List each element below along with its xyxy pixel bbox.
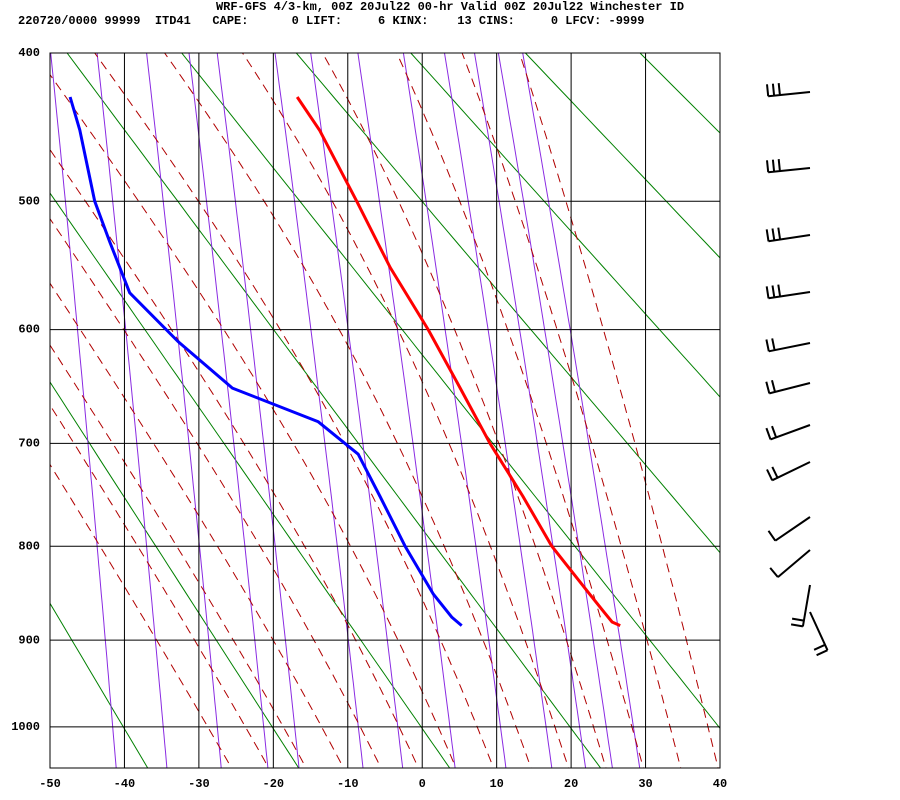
wind-barb <box>765 338 811 353</box>
x-tick-label: 20 <box>564 777 578 791</box>
x-tick-label: 30 <box>638 777 652 791</box>
mixing-ratio-line <box>402 53 507 768</box>
moist-adiabat <box>50 404 270 768</box>
profile-line <box>68 96 463 627</box>
wind-barb <box>765 380 811 395</box>
dry-adiabat <box>410 53 720 398</box>
y-tick-label: 900 <box>18 633 40 647</box>
x-tick-label: 0 <box>419 777 426 791</box>
wind-barb <box>790 584 811 628</box>
dry-adiabat <box>755 53 900 768</box>
moist-adiabat <box>461 53 682 768</box>
moist-adiabat <box>164 53 532 768</box>
dry-adiabat <box>639 53 720 134</box>
x-tick-label: 40 <box>713 777 727 791</box>
x-tick-label: -30 <box>188 777 210 791</box>
mixing-ratio-line <box>357 53 456 768</box>
y-tick-label: 800 <box>18 539 40 553</box>
wind-barb <box>766 461 811 482</box>
mixing-ratio-line <box>522 53 641 768</box>
y-tick-label: 600 <box>18 323 40 337</box>
dry-adiabat <box>181 53 720 730</box>
mixing-ratio-line <box>444 53 553 768</box>
dry-adiabat <box>295 53 720 554</box>
wind-barbs <box>765 82 829 657</box>
x-tick-label: -20 <box>263 777 285 791</box>
moist-adiabat <box>94 53 495 768</box>
wind-barb <box>766 82 811 98</box>
moist-adiabat <box>50 73 457 768</box>
moist-adiabat <box>50 148 420 768</box>
mixing-ratio-line <box>474 53 587 768</box>
mixing-ratio-line <box>146 53 222 768</box>
plot-frame <box>49 52 721 769</box>
mixing-ratio-line <box>274 53 364 768</box>
moist-adiabat <box>50 344 307 768</box>
wind-barb <box>765 424 811 441</box>
dry-adiabat <box>525 53 720 259</box>
mixing-ratio-line <box>216 53 300 768</box>
mixing-ratio-line <box>188 53 269 768</box>
x-tick-label: 10 <box>489 777 503 791</box>
y-tick-label: 500 <box>18 194 40 208</box>
wind-barb <box>769 549 811 578</box>
wind-barb <box>765 227 811 243</box>
y-tick-label: 400 <box>18 46 40 60</box>
moist-adiabat <box>50 463 233 768</box>
y-tick-label: 1000 <box>11 720 40 734</box>
dry-adiabat <box>50 602 149 768</box>
moist-adiabat <box>396 53 644 768</box>
mixing-ratio-line <box>96 53 168 768</box>
moist-adiabat <box>50 217 382 768</box>
mixing-ratio-line <box>50 53 117 768</box>
mixing-ratio-line <box>497 53 613 768</box>
moist-adiabat <box>242 53 570 768</box>
dry-adiabat <box>66 53 602 768</box>
chart-subtitle: 220720/0000 99999 ITD41 CAPE: 0 LIFT: 6 … <box>18 14 645 28</box>
wind-barb <box>809 611 829 657</box>
x-tick-label: -40 <box>114 777 136 791</box>
profile-line <box>295 96 621 627</box>
background-lines <box>50 53 900 768</box>
moist-adiabat <box>50 282 345 768</box>
mixing-ratio-line <box>310 53 404 768</box>
dry-adiabat <box>50 381 300 768</box>
x-tick-label: -50 <box>39 777 61 791</box>
wind-barb <box>766 158 811 174</box>
wind-barb <box>767 516 811 542</box>
wind-barb <box>765 284 811 300</box>
moist-adiabat <box>518 53 719 768</box>
moist-adiabat <box>322 53 607 768</box>
dry-adiabat <box>869 53 900 768</box>
x-tick-label: -10 <box>337 777 359 791</box>
y-tick-label: 700 <box>18 437 40 451</box>
dry-adiabat <box>50 192 451 768</box>
chart-title: WRF-GFS 4/3-km, 00Z 20Jul22 00-hr Valid … <box>216 0 684 14</box>
